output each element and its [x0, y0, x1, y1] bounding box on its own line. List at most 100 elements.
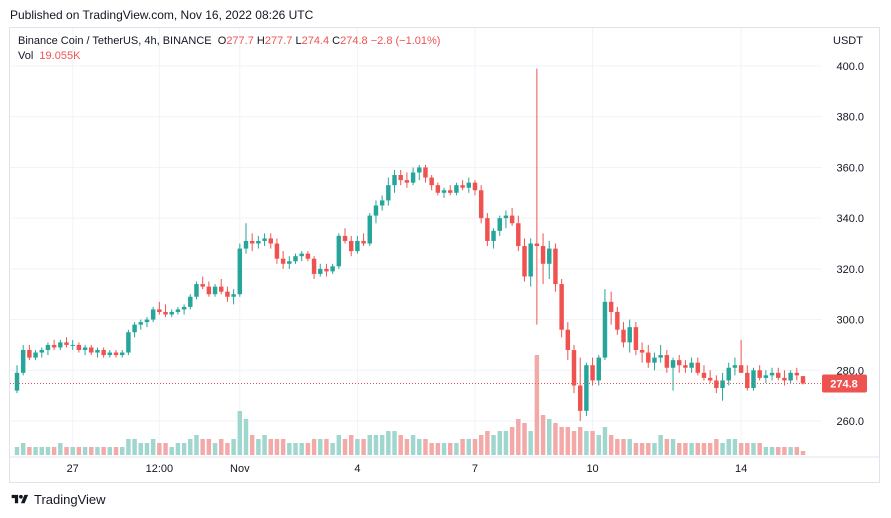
volume-bar — [627, 439, 632, 455]
last-price-label: 274.8 — [830, 378, 858, 390]
candle-body — [342, 235, 348, 241]
volume-bar — [398, 435, 403, 455]
candle-body — [584, 365, 589, 411]
candle-body — [231, 294, 236, 297]
time-tick-label: 7 — [472, 463, 478, 475]
legend-open-label: O — [217, 35, 227, 47]
candle-body — [478, 190, 484, 219]
volume-bar — [417, 439, 422, 455]
candle-body — [800, 376, 806, 384]
volume-bar — [540, 415, 546, 455]
volume-bar — [534, 355, 540, 455]
candle-body — [559, 284, 564, 330]
volume-bar — [287, 443, 292, 455]
volume-bar — [157, 443, 162, 455]
volume-bar — [516, 419, 521, 455]
volume-label[interactable]: Vol — [18, 50, 34, 62]
candle-body — [212, 286, 218, 295]
volume-value: 19.055K — [39, 50, 81, 62]
candle-body — [602, 301, 608, 358]
legend-high-label: H — [256, 35, 265, 47]
candle-body — [367, 215, 372, 244]
candle-body — [571, 350, 577, 386]
legend-symbol[interactable]: Binance Coin / TetherUS, 4h, BINANCE — [18, 35, 212, 47]
time-tick-label: 4 — [354, 463, 360, 475]
candle-body — [509, 215, 515, 224]
candle-body — [361, 240, 366, 244]
volume-bar — [163, 443, 168, 455]
volume-bar — [243, 419, 249, 455]
volume-bar — [200, 439, 205, 455]
candle-body — [466, 182, 472, 188]
candle-body — [45, 344, 51, 350]
volume-bar — [262, 435, 267, 455]
candle-body — [324, 268, 329, 272]
legend-change: −2.8 (−1.01%) — [370, 35, 441, 47]
candle-body — [714, 380, 719, 389]
candle-body — [58, 342, 63, 348]
volume-bar — [448, 443, 453, 455]
footer[interactable]: TradingView — [10, 492, 106, 507]
candle-body — [113, 352, 119, 356]
volume-bar — [274, 439, 280, 455]
candle-body — [51, 344, 57, 348]
candle-body — [200, 284, 205, 287]
chart-legend: Binance Coin / TetherUS, 4h, BINANCE O27… — [18, 35, 440, 62]
volume-bar — [528, 431, 533, 455]
candle-body — [738, 365, 744, 373]
volume-bar — [720, 443, 725, 455]
candle-body — [386, 185, 391, 201]
volume-bar — [113, 447, 119, 455]
price-tick-label: 320.0 — [836, 264, 864, 276]
volume-bar — [144, 443, 150, 455]
volume-bar — [621, 439, 626, 455]
volume-bar — [608, 435, 614, 455]
candle-body — [608, 301, 614, 312]
candle-body — [293, 256, 298, 262]
volume-bar — [361, 439, 366, 455]
candle-body — [27, 350, 32, 358]
volume-bar — [101, 447, 106, 455]
volume-bar — [348, 435, 354, 455]
price-axis: 260.0 280.0 300.0 320.0 340.0 360.0 380.0 400.0 — [836, 61, 864, 428]
volume-bar — [70, 447, 75, 455]
candle-body — [157, 309, 162, 312]
volume-bar — [584, 431, 589, 455]
volume-bar — [119, 447, 125, 455]
volume-bar — [751, 443, 756, 455]
price-tick-label: 280.0 — [836, 365, 864, 377]
volume-bar — [714, 439, 719, 455]
candle-body — [175, 309, 181, 312]
volume-bar — [596, 435, 601, 455]
volume-bar — [757, 443, 762, 455]
volume-bar — [150, 439, 156, 455]
footer-brand: TradingView — [34, 492, 106, 507]
volume-bar — [336, 435, 342, 455]
volume-bar — [175, 443, 181, 455]
candle-body — [225, 291, 230, 297]
candle-body — [243, 240, 249, 249]
candle-body — [119, 352, 125, 356]
volume-bar — [237, 411, 243, 455]
volume-bar — [633, 443, 639, 455]
volume-bar — [800, 451, 806, 455]
volume-bar — [732, 439, 738, 455]
volume-bar — [132, 439, 137, 455]
volume-bar — [138, 443, 144, 455]
candle-body — [144, 319, 150, 323]
volume-bar — [64, 447, 69, 455]
candle-body — [497, 218, 502, 231]
candle-body — [336, 235, 342, 267]
price-unit[interactable]: USDT — [833, 35, 863, 47]
volume-bar — [386, 431, 391, 455]
volume-bar — [509, 427, 515, 455]
volume-bar — [559, 427, 564, 455]
candle-body — [206, 286, 212, 295]
candle-body — [89, 347, 94, 353]
volume-bar — [268, 439, 273, 455]
candle-body — [181, 306, 187, 310]
volume-bar — [571, 431, 577, 455]
candle-body — [633, 327, 639, 350]
candle-body — [460, 185, 465, 188]
